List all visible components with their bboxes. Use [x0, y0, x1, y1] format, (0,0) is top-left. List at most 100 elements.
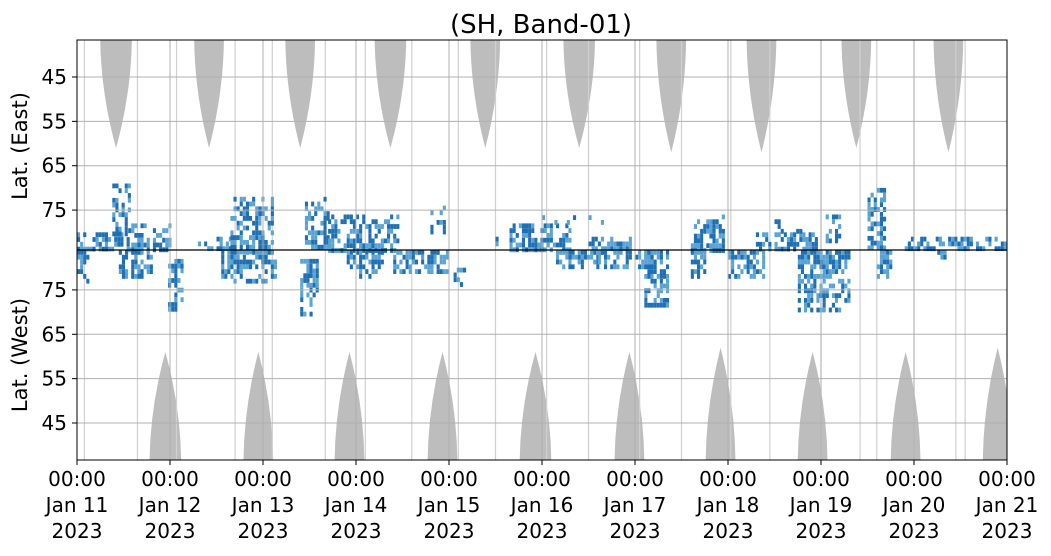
echo-cell: [411, 254, 415, 260]
echo-cell: [783, 232, 787, 238]
echo-cell: [755, 250, 759, 255]
echo-cell: [239, 230, 243, 236]
echo-cluster-22: [644, 250, 670, 308]
echo-cell: [810, 274, 814, 279]
echo-cell: [118, 231, 122, 237]
echo-cluster-33: [960, 236, 1007, 252]
echo-cell: [804, 274, 808, 279]
echo-cell: [308, 230, 312, 236]
echo-cell: [883, 250, 887, 255]
echo-cluster-0: [77, 232, 130, 252]
echo-cell: [780, 246, 784, 252]
echo-cell: [825, 214, 829, 220]
daylight-west-5: [614, 352, 645, 460]
echo-cell: [835, 307, 839, 313]
echo-cell: [270, 250, 274, 255]
echo-cell: [304, 216, 308, 221]
echo-cell: [867, 235, 871, 241]
echo-cluster-8: [221, 250, 277, 284]
echo-cell: [571, 264, 575, 270]
xtick-label-line: Jan 18: [695, 493, 760, 517]
echo-cell: [346, 254, 350, 260]
echo-cell: [146, 264, 150, 270]
echo-cell: [759, 269, 763, 274]
echo-cell: [876, 274, 880, 279]
echo-cell: [574, 254, 578, 260]
echo-cell: [331, 214, 335, 220]
echo-cell: [512, 237, 516, 243]
echo-cell: [588, 241, 592, 247]
echo-cell: [828, 259, 832, 265]
echo-cell: [346, 250, 350, 255]
echo-cell: [559, 259, 563, 265]
echo-cell: [112, 212, 116, 218]
echo-cell: [697, 274, 701, 279]
echo-cell: [966, 236, 970, 242]
echo-cell: [917, 241, 921, 247]
echo-cell: [571, 254, 575, 260]
echo-cell: [233, 244, 237, 250]
echo-cell: [134, 233, 138, 238]
echo-cell: [125, 254, 129, 260]
echo-cell: [883, 235, 887, 241]
echo-cell: [610, 264, 614, 270]
echo-cell: [124, 183, 128, 189]
echo-cell: [604, 259, 608, 265]
echo-cell: [445, 254, 449, 260]
echo-cell: [239, 211, 243, 216]
echo-cell: [371, 238, 375, 244]
echo-cell: [976, 246, 980, 252]
echo-cell: [308, 211, 312, 216]
echo-cell: [886, 250, 890, 255]
echo-cell: [411, 259, 415, 265]
echo-cell: [221, 250, 225, 255]
echo-cell: [804, 283, 808, 289]
echo-cell: [994, 246, 998, 252]
echo-cell: [225, 246, 229, 252]
echo-cell: [656, 274, 660, 279]
echo-cell: [810, 250, 814, 255]
echo-cell: [230, 216, 234, 221]
echo-cell: [811, 241, 815, 247]
echo-cell: [879, 202, 883, 208]
echo-cell: [746, 269, 750, 274]
echo-cell: [554, 220, 558, 225]
echo-cluster-25: [728, 250, 766, 279]
echo-cell: [577, 250, 581, 255]
echo-cell: [932, 246, 936, 252]
echo-cell: [402, 269, 406, 274]
echo-cell: [709, 224, 713, 229]
echo-cell: [793, 237, 797, 242]
echo-cell: [233, 269, 237, 274]
echo-cell: [252, 278, 256, 284]
echo-cell: [230, 235, 234, 240]
echo-cell: [140, 250, 144, 255]
echo-cell: [300, 311, 304, 317]
echo-cell: [762, 259, 766, 265]
echo-cell: [886, 274, 890, 279]
echo-cell: [828, 307, 832, 313]
echo-cell: [127, 183, 131, 189]
echo-cell: [80, 264, 84, 270]
echo-cell: [825, 238, 829, 244]
echo-cell: [825, 293, 829, 298]
echo-cell: [607, 246, 611, 252]
echo-cell: [255, 216, 259, 221]
echo-cell: [380, 224, 384, 229]
echo-cell: [352, 254, 356, 260]
echo-cell: [870, 207, 874, 212]
echo-cell: [140, 233, 144, 238]
echo-cell: [659, 288, 663, 294]
echo-cell: [889, 259, 893, 265]
echo-cell: [797, 274, 801, 279]
echo-cell: [641, 264, 645, 270]
echo-cell: [580, 254, 584, 260]
echo-cell: [445, 250, 449, 255]
echo-cell: [174, 297, 178, 303]
xtick-label-line: 00:00: [141, 467, 199, 491]
echo-cell: [835, 293, 839, 298]
echo-cell: [359, 264, 363, 270]
echo-cell: [230, 240, 234, 245]
echo-cell: [813, 250, 817, 255]
